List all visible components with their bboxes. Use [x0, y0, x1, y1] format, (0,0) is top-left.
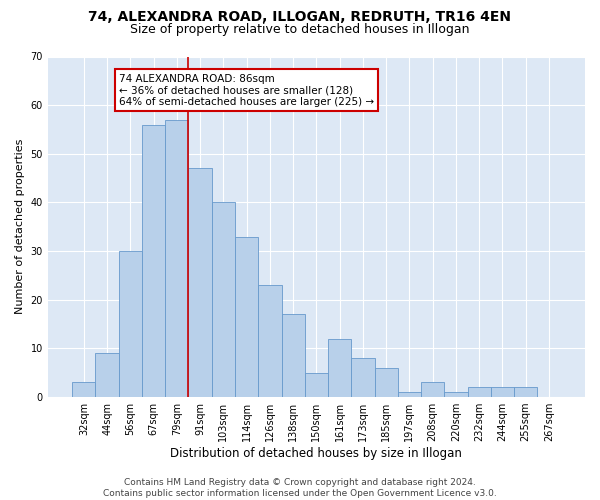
Bar [165, 120, 188, 397]
Bar [445, 392, 467, 397]
Bar [95, 354, 119, 397]
Text: Contains HM Land Registry data © Crown copyright and database right 2024.
Contai: Contains HM Land Registry data © Crown c… [103, 478, 497, 498]
Bar [491, 388, 514, 397]
Bar [142, 124, 165, 397]
Bar [398, 392, 421, 397]
X-axis label: Distribution of detached houses by size in Illogan: Distribution of detached houses by size … [170, 447, 463, 460]
Bar [119, 251, 142, 397]
Bar [235, 236, 258, 397]
Text: 74 ALEXANDRA ROAD: 86sqm
← 36% of detached houses are smaller (128)
64% of semi-: 74 ALEXANDRA ROAD: 86sqm ← 36% of detach… [119, 74, 374, 106]
Bar [514, 388, 538, 397]
Y-axis label: Number of detached properties: Number of detached properties [15, 139, 25, 314]
Bar [72, 382, 95, 397]
Bar [188, 168, 212, 397]
Bar [212, 202, 235, 397]
Bar [305, 373, 328, 397]
Bar [351, 358, 374, 397]
Text: 74, ALEXANDRA ROAD, ILLOGAN, REDRUTH, TR16 4EN: 74, ALEXANDRA ROAD, ILLOGAN, REDRUTH, TR… [89, 10, 511, 24]
Bar [374, 368, 398, 397]
Bar [258, 285, 281, 397]
Text: Size of property relative to detached houses in Illogan: Size of property relative to detached ho… [130, 22, 470, 36]
Bar [281, 314, 305, 397]
Bar [328, 338, 351, 397]
Bar [467, 388, 491, 397]
Bar [421, 382, 445, 397]
